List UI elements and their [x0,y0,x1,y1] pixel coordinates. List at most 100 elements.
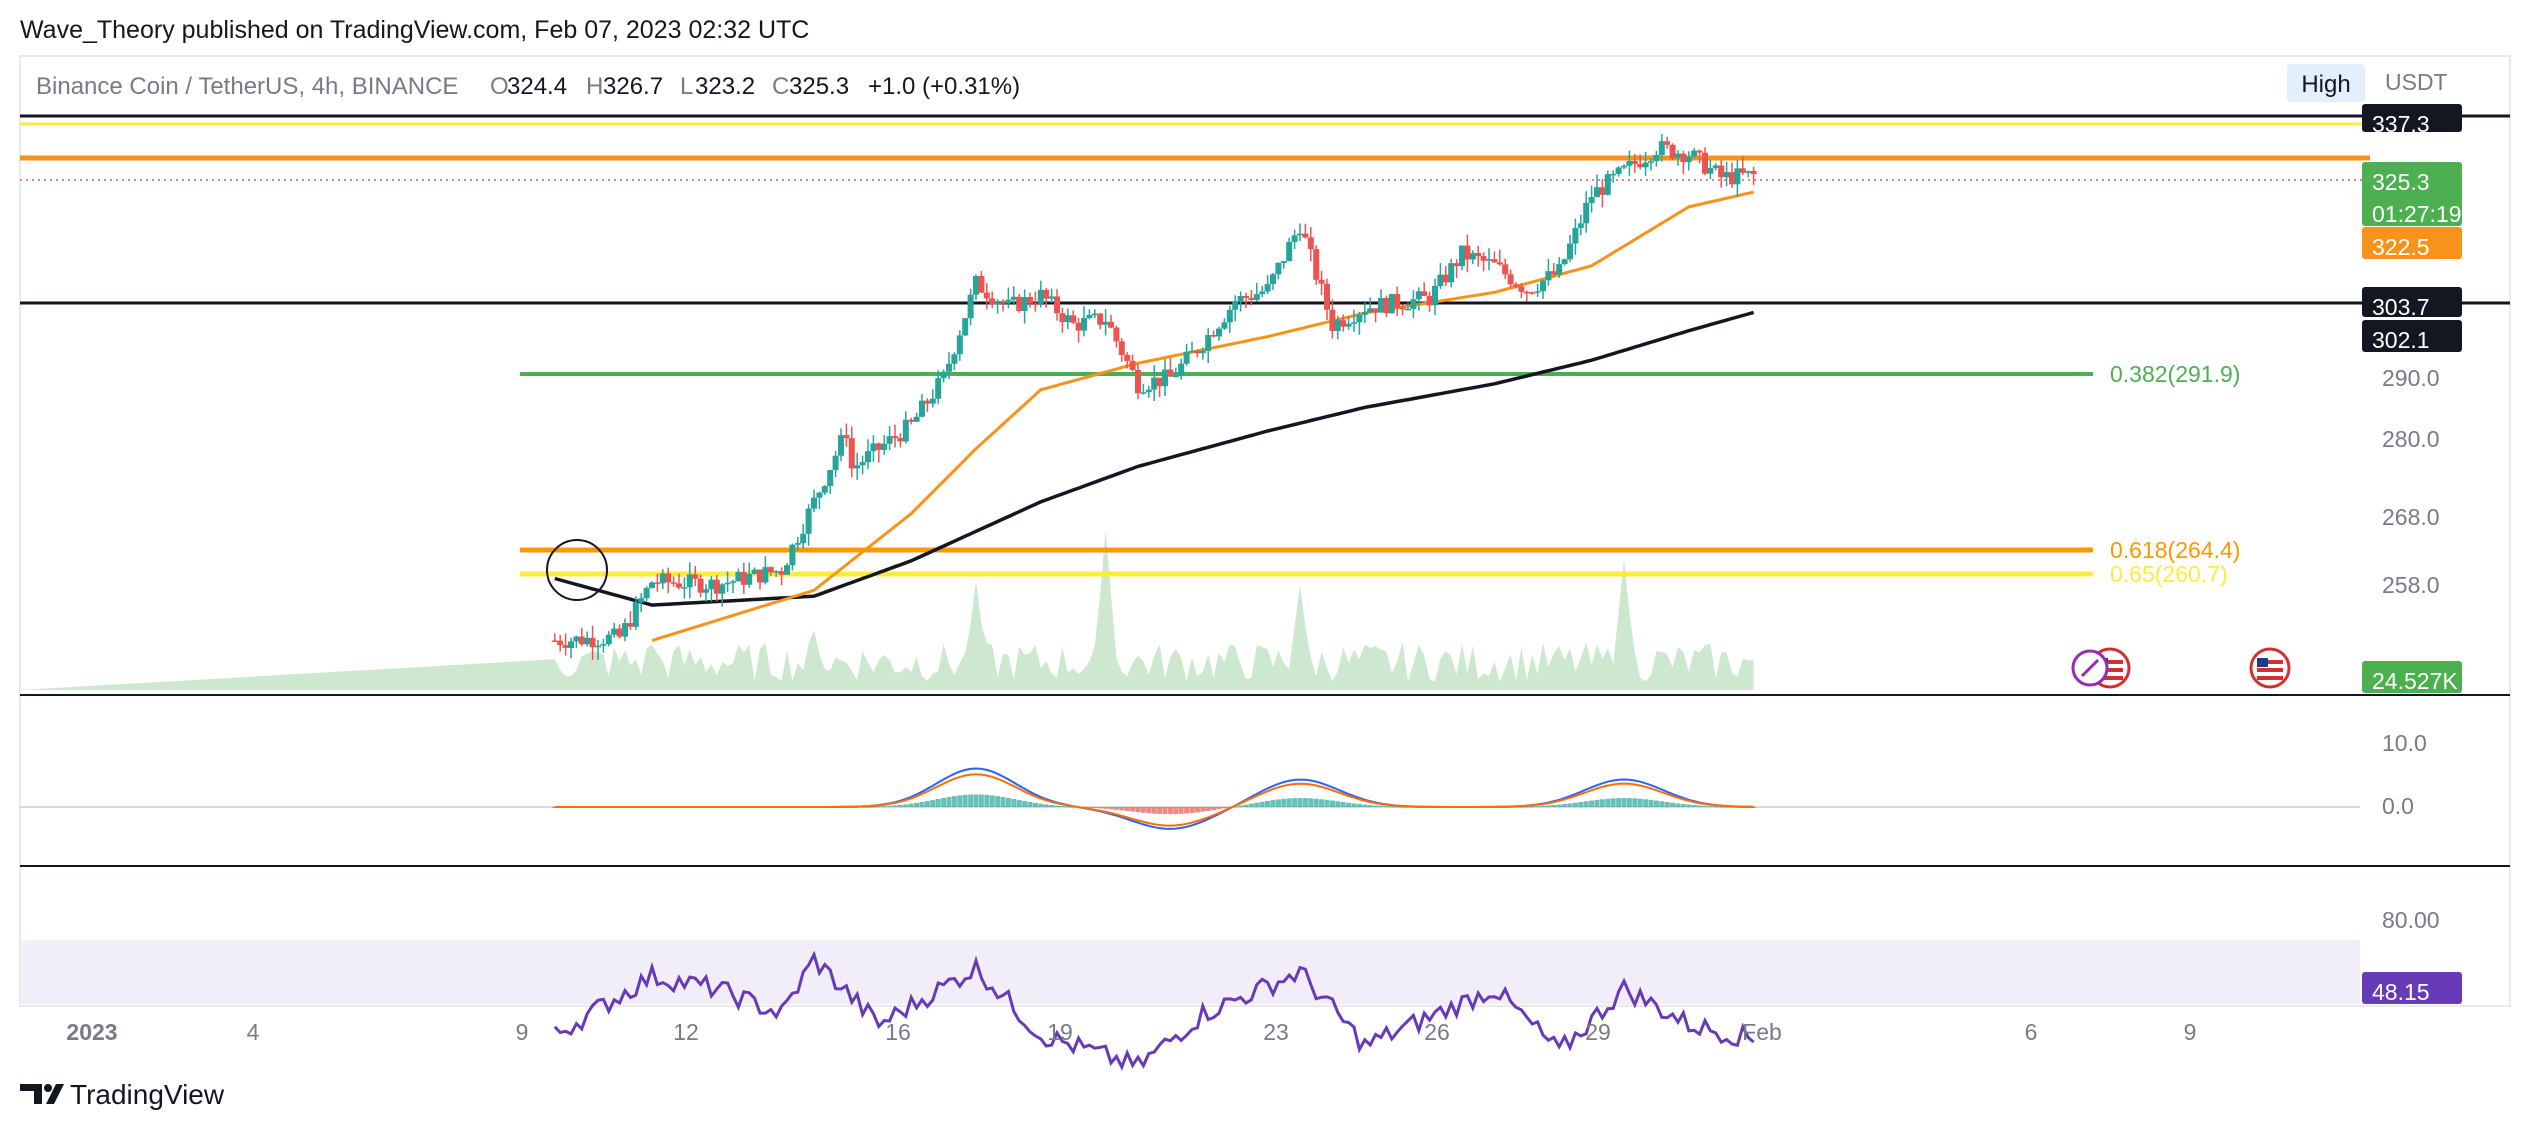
macd-histogram-bar [1308,798,1314,807]
us-flag-icon[interactable] [2249,647,2291,689]
macd-histogram-bar [1022,801,1028,807]
candle-body [627,623,634,627]
candle-body [1113,327,1120,342]
macd-histogram-bar [930,800,936,807]
candle-body [568,641,574,648]
high-button-label[interactable]: High [2301,71,2350,98]
candle-body [740,572,747,585]
macd-histogram-bar [1643,799,1649,807]
candle-body [595,645,601,648]
time-axis[interactable]: 2023 4 9 12 16 19 23 26 29 Feb 6 9 [66,1019,2196,1045]
candle-body [713,579,720,594]
macd-histogram-bar [1119,807,1125,811]
candle-body [1604,174,1611,195]
candle-body [1405,308,1411,311]
candle-body [1324,283,1330,310]
candle-body [1302,233,1309,238]
candle-body [1064,315,1071,323]
macd-histogram-bar [887,805,893,807]
macd-line [554,767,1754,830]
candle-body [1394,294,1401,308]
publisher-text: Wave_Theory published on TradingView.com… [20,16,809,44]
macd-histogram-bar [1653,800,1659,807]
candle-body [746,574,753,585]
candle-body [778,571,785,575]
macd-histogram-bar [1016,800,1022,807]
macd-tick: 0.0 [2382,793,2414,819]
candle-body [1021,297,1028,312]
candle-body [1037,289,1044,304]
candle-body [708,579,715,590]
candle-body [1415,291,1422,300]
price-axis[interactable]: 290.0 280.0 268.0 258.0 10.0 0.0 80.00 337.3 325… [2362,104,2462,1005]
level-pill-lower-text: 303.7 [2372,294,2430,320]
candle-body [573,636,580,642]
macd-histogram-bar [1335,801,1341,807]
ohlc-header: Binance Coin / TetherUS, 4h, BINANCE O 3… [36,73,1020,100]
candle-body [1459,245,1465,267]
candle-body [1005,299,1012,304]
last-price-pill [2362,162,2462,226]
macd-histogram-bar [1389,806,1395,808]
candle-body [967,294,974,319]
candle-body [1205,335,1212,351]
macd-histogram-bar [1194,807,1200,813]
high-button[interactable]: High [2287,64,2365,102]
macd-histogram-bar [1529,806,1535,808]
macd-histogram-bar [1367,805,1373,807]
time-tick: 26 [1424,1019,1450,1045]
level-pill-upper-text: 337.3 [2372,111,2430,137]
candle-body [616,628,623,637]
candle-body [1540,280,1546,292]
event-icon[interactable] [2071,649,2109,687]
candle-body [1081,318,1087,331]
candle-body [994,302,1001,305]
candle-body [1172,375,1179,378]
candle-body [854,465,861,469]
time-tick: 23 [1263,1019,1289,1045]
macd-histogram-bar [1092,807,1098,809]
macd-histogram-bar [1297,798,1303,807]
macd-histogram-bar [1200,807,1206,812]
candle-body [1361,312,1368,315]
candle-body [1226,309,1233,323]
candle-body [940,371,947,379]
horizontal-levels [20,114,2510,305]
macd-histogram-bar [946,797,952,807]
macd-histogram-bar [1162,807,1168,815]
ema200-line [554,310,1755,607]
candle-body [686,574,693,588]
candle-body [1000,302,1006,304]
candle-body [1318,279,1325,284]
candle-body [1437,274,1444,287]
candle-body [956,335,963,355]
candle-body [1016,296,1023,312]
candle-body [1156,377,1163,387]
macd-histogram-bar [1535,806,1541,808]
candle-body [827,470,834,487]
candle-body [703,589,709,593]
macd-histogram-bar [941,797,947,807]
candle-body [1513,284,1519,287]
candle-body [1410,299,1417,309]
macd-histogram-bar [1173,807,1179,815]
candlesticks [551,134,1757,660]
macd-histogram-bar [914,802,920,807]
level-pill-lower [2362,287,2462,317]
candle-body [881,443,888,450]
tradingview-logo[interactable]: TradingView [20,1079,225,1110]
macd-histogram-bar [1205,807,1211,811]
candle-body [1739,168,1746,173]
macd-histogram-bar [876,806,882,808]
rsi-pane [553,950,1755,1071]
candle-body [692,574,699,579]
candle-body [935,378,942,399]
candle-body [1675,153,1681,158]
ema200-pill [2362,320,2462,352]
candle-body [1594,187,1600,197]
volume-area [20,530,1754,690]
candle-body [1691,150,1698,157]
candle-body [1086,315,1093,319]
macd-histogram-bar [1124,807,1130,811]
